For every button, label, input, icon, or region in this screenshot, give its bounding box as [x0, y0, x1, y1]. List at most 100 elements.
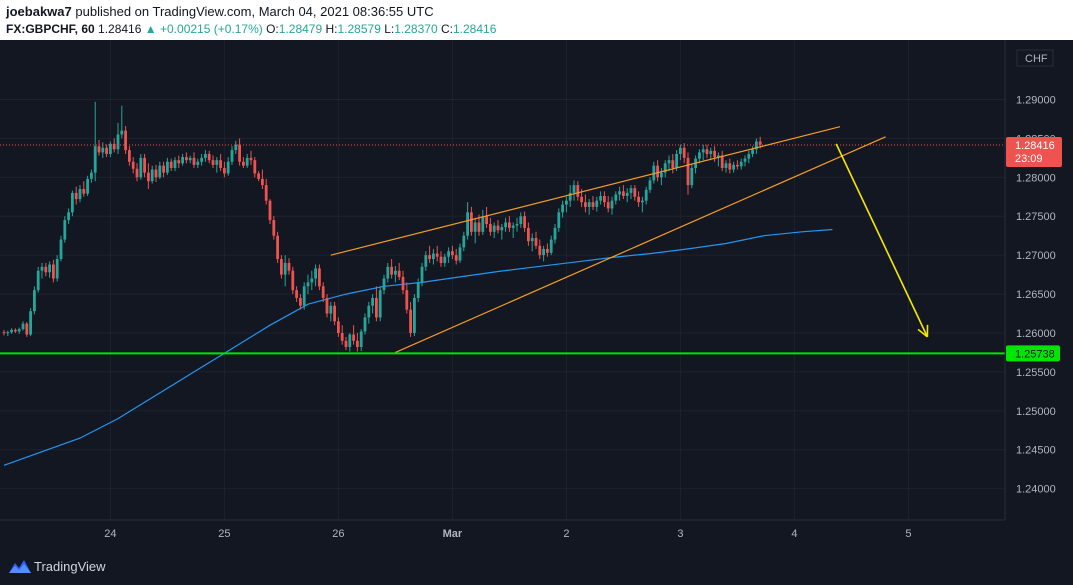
candle-body-down [340, 332, 344, 341]
grid [0, 40, 1005, 520]
candle-body-up [21, 323, 25, 330]
candle-body-up [283, 262, 287, 275]
candle-body-down [321, 286, 325, 298]
candle-body-down [656, 165, 659, 178]
last-price: 1.28416 [98, 22, 142, 36]
candle-body-down [238, 144, 241, 162]
candle-body-down [477, 222, 481, 232]
candle-body-up [150, 169, 154, 182]
axes: 1.290001.285001.280001.275001.270001.265… [0, 40, 1062, 540]
candle-body-down [534, 238, 538, 246]
moving-average-line [3, 228, 833, 466]
y-tick-label: 1.29000 [1016, 94, 1056, 106]
candle-body-up [572, 185, 576, 193]
y-tick-label: 1.26500 [1016, 289, 1056, 301]
support-price-label: 1.25738 [1015, 348, 1055, 360]
support-price-tag [1006, 345, 1060, 362]
candle-body-up [530, 238, 534, 242]
candle-body-up [667, 160, 671, 164]
author-name[interactable]: joebakwa7 [6, 4, 72, 19]
x-tick-label: 26 [332, 528, 344, 540]
candle-body-up [565, 200, 568, 205]
candle-body-down [162, 165, 165, 173]
candle-body-up [40, 266, 44, 271]
candle-body-down [454, 255, 458, 261]
candle-body-up [614, 194, 618, 201]
candle-body-down [758, 141, 762, 145]
candle-body-up [382, 278, 386, 291]
candle-body-up [245, 157, 249, 166]
candle-body-up [458, 247, 462, 261]
candle-body-down [211, 160, 215, 165]
candle-body-down [633, 188, 637, 197]
candle-body-up [394, 270, 397, 275]
candle-body-down [325, 297, 329, 314]
candle-body-up [420, 266, 424, 283]
candle-body-up [587, 202, 591, 207]
candle-body-up [515, 224, 519, 226]
candle-body-down [207, 153, 211, 161]
candle-body-down [128, 150, 131, 162]
candle-body-down [82, 188, 86, 194]
candle-body-down [131, 161, 135, 169]
x-tick-label: 3 [677, 528, 683, 540]
candle-body-down [333, 305, 336, 322]
candle-body-down [489, 224, 492, 232]
candle-body-up [29, 311, 32, 335]
candle-body-down [97, 146, 101, 153]
candle-body-up [724, 163, 728, 168]
close-label: C: [440, 22, 453, 36]
candle-body-down [242, 161, 245, 166]
candle-body-down [622, 191, 625, 196]
candle-body-down [261, 178, 264, 186]
candle-body-down [287, 262, 291, 271]
chart-area[interactable]: 1.290001.285001.280001.275001.270001.265… [0, 40, 1073, 545]
candle-body-down [576, 185, 580, 197]
candle-body-down [280, 259, 283, 275]
candle-body-down [295, 290, 298, 298]
candle-body-down [14, 329, 17, 332]
candle-body-up [743, 158, 747, 162]
candle-body-up [204, 153, 207, 158]
published-text: published on TradingView.com, March 04, … [75, 4, 434, 19]
candle-body-down [356, 340, 359, 347]
price-chart[interactable]: 1.290001.285001.280001.275001.270001.265… [0, 40, 1073, 545]
tradingview-brand[interactable]: TradingView [34, 559, 106, 574]
symbol-interval[interactable]: FX:GBPCHF, 60 [6, 22, 95, 36]
candle-body-up [10, 329, 13, 333]
candle-body-up [690, 167, 694, 186]
y-tick-label: 1.26000 [1016, 328, 1056, 340]
candle-body-up [367, 305, 371, 318]
candle-body-up [116, 134, 120, 150]
candle-body-up [6, 332, 10, 334]
candle-body-up [473, 222, 477, 232]
candle-body-up [568, 192, 572, 201]
candle-body-up [371, 297, 374, 306]
candle-body-up [660, 172, 663, 178]
candle-body-down [74, 192, 78, 200]
candle-body-up [751, 149, 754, 154]
candle-body-up [226, 161, 230, 174]
candle-body-down [272, 220, 276, 236]
candle-body-up [561, 204, 564, 213]
candle-body-up [55, 259, 59, 279]
candle-body-down [439, 256, 443, 263]
candle-body-down [25, 323, 29, 335]
candle-body-down [538, 245, 542, 256]
candle-body-down [257, 173, 260, 179]
candle-body-down [249, 157, 253, 161]
candle-body-up [709, 150, 713, 154]
candle-body-down [337, 321, 340, 333]
candle-body-down [192, 157, 196, 165]
tradingview-logo-icon[interactable] [8, 558, 32, 574]
candle-body-up [158, 165, 162, 178]
candle-body-up [648, 180, 652, 190]
candle-body-down [527, 227, 530, 242]
candle-body-down [291, 270, 295, 291]
x-tick-label: Mar [443, 528, 463, 540]
candle-body-down [135, 168, 139, 178]
candle-body-up [188, 157, 192, 161]
candle-body-up [553, 227, 557, 240]
high-label: H: [325, 22, 338, 36]
x-tick-label: 25 [218, 528, 230, 540]
